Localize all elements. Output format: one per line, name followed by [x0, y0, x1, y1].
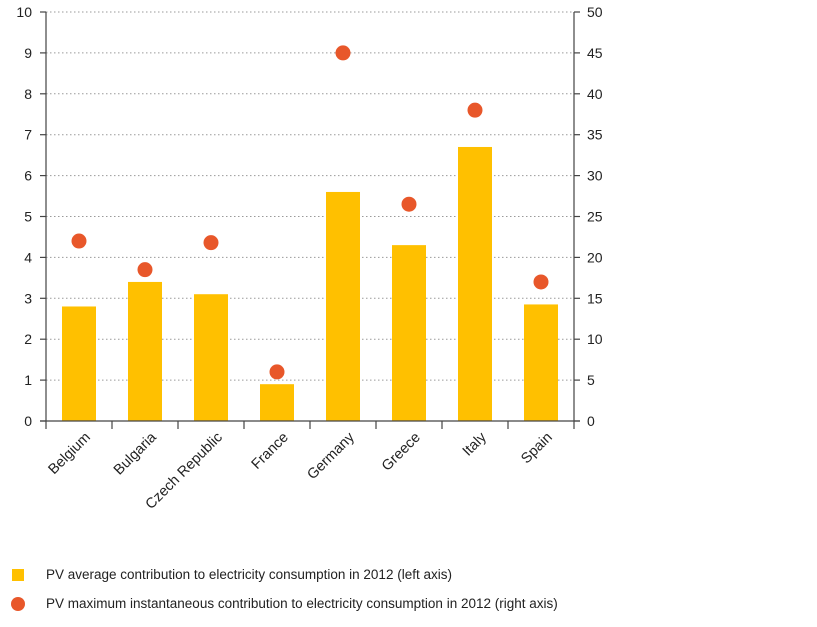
right-tick-label: 50: [587, 4, 603, 20]
left-tick-label: 9: [24, 45, 32, 61]
left-tick-label: 10: [16, 4, 32, 20]
x-tick-label-greece: Greece: [379, 430, 424, 475]
left-tick-label: 2: [24, 331, 32, 347]
right-tick-label: 5: [587, 372, 595, 388]
dot-germany: [335, 45, 351, 61]
x-tick-label-france: France: [249, 430, 292, 473]
right-tick-label: 45: [587, 45, 603, 61]
left-tick-label: 3: [24, 290, 32, 306]
bar-greece: [392, 245, 426, 421]
right-tick-label: 15: [587, 290, 603, 306]
left-tick-label: 7: [24, 127, 32, 143]
right-tick-label: 35: [587, 127, 603, 143]
legend-label-maximum: PV maximum instantaneous contribution to…: [46, 596, 558, 611]
bar-spain: [524, 304, 558, 421]
right-tick-label: 10: [587, 331, 603, 347]
bar-france: [260, 384, 294, 421]
left-tick-label: 8: [24, 86, 32, 102]
right-tick-label: 0: [587, 413, 595, 429]
left-tick-label: 1: [24, 372, 32, 388]
left-tick-label: 5: [24, 209, 32, 225]
bar-czech-republic: [194, 294, 228, 421]
dot-italy: [467, 102, 483, 118]
legend-item-average: PV average contribution to electricity c…: [10, 567, 452, 582]
bar-bulgaria: [128, 281, 162, 421]
x-tick-label-italy: Italy: [460, 429, 491, 460]
dot-belgium: [71, 233, 87, 249]
right-tick-label: 20: [587, 249, 603, 265]
left-tick-label: 0: [24, 413, 32, 429]
bar-germany: [326, 191, 360, 421]
dot-france: [269, 364, 285, 380]
dot-spain: [533, 274, 549, 290]
bar-belgium: [62, 306, 96, 421]
legend-circle-icon: [11, 596, 25, 611]
x-tick-label-bulgaria: Bulgaria: [111, 429, 161, 479]
left-tick-label: 4: [24, 249, 32, 265]
legend-item-maximum: PV maximum instantaneous contribution to…: [10, 596, 558, 611]
right-tick-label: 40: [587, 86, 603, 102]
legend-square-icon: [12, 568, 24, 581]
dot-greece: [401, 196, 417, 212]
bar-italy: [458, 146, 492, 421]
x-tick-label-spain: Spain: [518, 430, 556, 468]
legend-label-average: PV average contribution to electricity c…: [46, 567, 452, 582]
dot-bulgaria: [137, 262, 153, 278]
right-tick-label: 30: [587, 168, 603, 184]
left-tick-label: 6: [24, 168, 32, 184]
x-tick-label-germany: Germany: [304, 429, 358, 483]
right-tick-label: 25: [587, 209, 603, 225]
dot-czech-republic: [203, 235, 219, 251]
x-tick-label-belgium: Belgium: [45, 430, 93, 478]
